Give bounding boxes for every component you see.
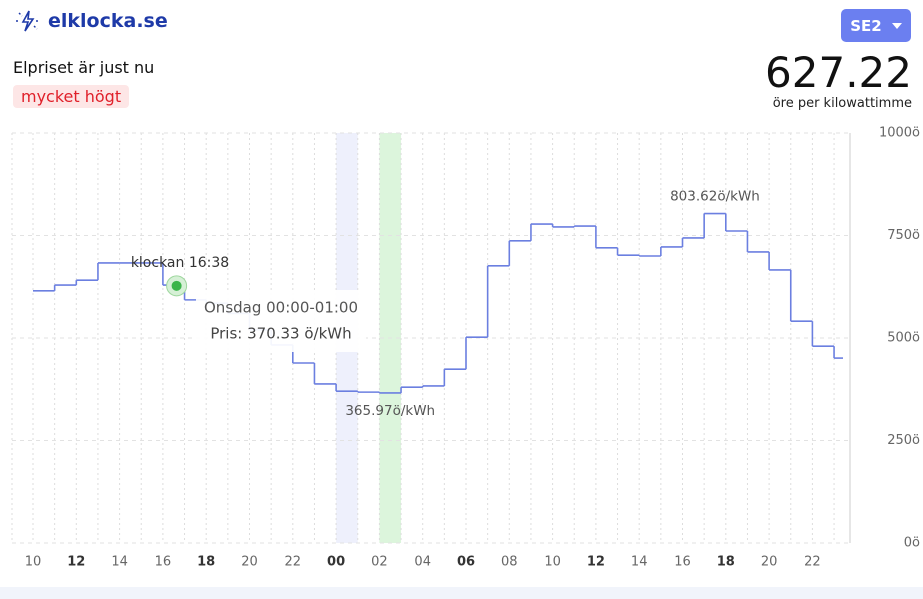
- x-tick-label: 18: [197, 555, 215, 570]
- status-label: Elpriset är just nu: [13, 58, 155, 77]
- y-tick-label: 750ö: [887, 228, 920, 243]
- x-tick-label: 04: [414, 555, 431, 570]
- x-tick-label: 12: [67, 555, 85, 570]
- now-label: klockan 16:38: [131, 255, 229, 271]
- y-tick-label: 1000ö: [879, 126, 920, 141]
- x-tick-label: 02: [371, 555, 388, 570]
- footer: [0, 587, 923, 599]
- status-badge: mycket högt: [13, 85, 130, 108]
- y-tick-label: 0ö: [904, 536, 920, 551]
- value-label: 803.62ö/kWh: [670, 189, 760, 205]
- x-tick-label: 08: [501, 555, 518, 570]
- x-tick-label: 14: [111, 555, 128, 570]
- x-tick-label: 20: [761, 555, 778, 570]
- tooltip-text: Pris: 370.33 ö/kWh: [210, 325, 351, 343]
- value-label: 365.97ö/kWh: [345, 403, 435, 419]
- tooltip-title: Onsdag 00:00-01:00: [204, 299, 358, 317]
- y-tick-label: 250ö: [887, 433, 920, 448]
- x-tick-label: 20: [241, 555, 258, 570]
- price-unit: öre per kilowattimme: [772, 96, 912, 111]
- logo-text: elklocka.se: [48, 10, 168, 32]
- x-tick-label: 16: [155, 555, 172, 570]
- chart: 10 12 14 16 18 20 22 00 02 04 06 08 10 12 14 16 18 20 22 0ö…: [11, 126, 920, 570]
- x-tick-label: 14: [631, 555, 648, 570]
- caret: [891, 22, 902, 29]
- x-tick-label: 00: [327, 555, 345, 570]
- tooltip-box: [196, 290, 366, 352]
- y-tick-label: 500ö: [887, 331, 920, 346]
- now-marker: [171, 280, 182, 291]
- logo-icon: [16, 10, 40, 32]
- current-price: 627.22: [765, 48, 912, 97]
- x-tick-label: 06: [457, 555, 475, 570]
- logo[interactable]: elklocka.se: [14, 8, 168, 34]
- region-select[interactable]: SE2: [841, 9, 911, 42]
- x-tick-label: 16: [674, 555, 691, 570]
- region: SE2: [850, 16, 882, 35]
- x-tick-label: 10: [544, 555, 561, 570]
- x-tick-label: 22: [804, 555, 821, 570]
- x-tick-label: 12: [587, 555, 605, 570]
- x-tick-label: 10: [25, 555, 42, 570]
- x-tick-label: 22: [285, 555, 302, 570]
- x-tick-label: 18: [717, 555, 735, 570]
